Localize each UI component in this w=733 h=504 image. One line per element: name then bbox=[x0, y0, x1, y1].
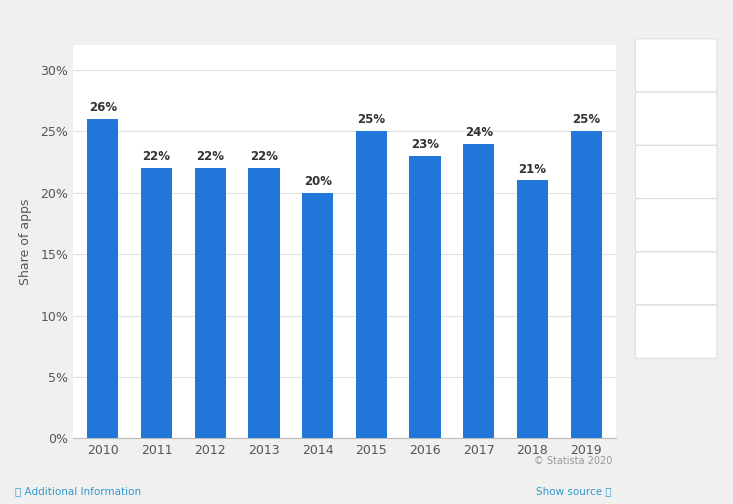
Text: 22%: 22% bbox=[142, 150, 171, 163]
FancyBboxPatch shape bbox=[636, 199, 717, 252]
FancyBboxPatch shape bbox=[636, 39, 717, 92]
FancyBboxPatch shape bbox=[636, 145, 717, 199]
Text: 22%: 22% bbox=[250, 150, 278, 163]
Bar bbox=[517, 180, 548, 438]
Text: © Statista 2020: © Statista 2020 bbox=[534, 456, 612, 466]
Text: Show source ⓘ: Show source ⓘ bbox=[537, 486, 612, 496]
FancyBboxPatch shape bbox=[636, 252, 717, 305]
Bar bbox=[356, 132, 387, 438]
Text: 21%: 21% bbox=[518, 163, 547, 175]
Bar bbox=[87, 119, 119, 438]
Bar bbox=[410, 156, 441, 438]
FancyBboxPatch shape bbox=[636, 92, 717, 145]
Text: 23%: 23% bbox=[411, 138, 439, 151]
Text: 24%: 24% bbox=[465, 125, 493, 139]
Bar bbox=[570, 132, 602, 438]
Text: ⓘ Additional Information: ⓘ Additional Information bbox=[15, 486, 141, 496]
Text: 25%: 25% bbox=[572, 113, 600, 127]
Y-axis label: Share of apps: Share of apps bbox=[19, 199, 32, 285]
Text: 26%: 26% bbox=[89, 101, 117, 114]
Bar bbox=[302, 193, 334, 438]
Text: 20%: 20% bbox=[303, 175, 331, 188]
Text: 22%: 22% bbox=[196, 150, 224, 163]
Bar bbox=[248, 168, 279, 438]
Bar bbox=[195, 168, 226, 438]
Bar bbox=[463, 144, 494, 438]
Text: 25%: 25% bbox=[357, 113, 386, 127]
FancyBboxPatch shape bbox=[636, 305, 717, 358]
Bar bbox=[141, 168, 172, 438]
